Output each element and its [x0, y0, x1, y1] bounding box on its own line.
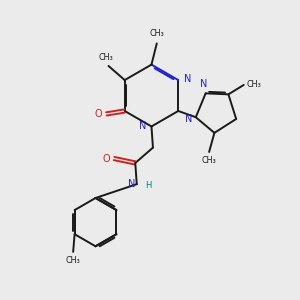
Text: N: N: [139, 122, 146, 131]
Text: N: N: [184, 74, 191, 84]
Text: CH₃: CH₃: [99, 53, 113, 62]
Text: CH₃: CH₃: [149, 29, 164, 38]
Text: N: N: [128, 179, 135, 189]
Text: O: O: [102, 154, 110, 164]
Text: N: N: [200, 79, 208, 89]
Text: CH₃: CH₃: [247, 80, 261, 89]
Text: N: N: [185, 114, 192, 124]
Text: H: H: [146, 181, 152, 190]
Text: CH₃: CH₃: [66, 256, 80, 265]
Text: CH₃: CH₃: [202, 156, 217, 165]
Text: O: O: [94, 109, 102, 119]
